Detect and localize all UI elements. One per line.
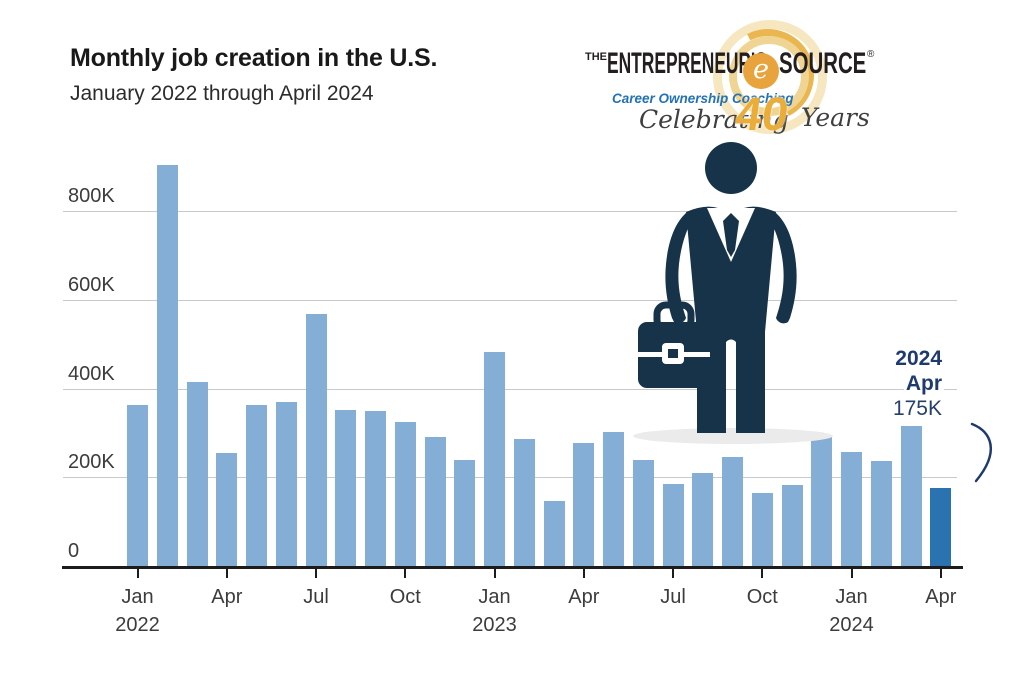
logo-celebrating: Celebrating	[639, 105, 789, 134]
briefcase-clasp-center	[668, 349, 678, 358]
bar-sep-2023	[722, 456, 743, 566]
logo-e-icon: e	[743, 53, 779, 89]
figure-torso	[686, 206, 776, 332]
x-tick-label-Jul: Jul	[303, 586, 329, 608]
logo-swirl-ring-icon	[713, 20, 827, 134]
annotation-arc	[970, 422, 993, 483]
logo-years: Years	[801, 103, 870, 132]
entrepreneurs-source-logo: THE ENTREPRENEUR'S e SOURCE ® Career Own…	[583, 17, 893, 142]
x-tick-Apr	[225, 566, 228, 578]
figure-right-arm	[770, 213, 797, 324]
briefcase-clasp	[662, 343, 684, 364]
bar-apr-2024	[930, 488, 952, 566]
y-tick-label-800K: 800K	[68, 185, 115, 207]
bar-feb-2024	[870, 461, 892, 566]
x-tick-Jul	[315, 566, 317, 578]
logo-tagline: Career Ownership Coaching	[612, 91, 794, 106]
logo-source: SOURCE	[779, 47, 867, 80]
bar-mar-2022	[186, 382, 208, 566]
figure-shirt	[707, 208, 755, 262]
x-tick-Apr	[582, 566, 585, 578]
x-tick-Oct	[761, 566, 764, 578]
figure-head	[705, 142, 757, 194]
bar-oct-2023	[751, 492, 773, 566]
logo-the: THE	[585, 51, 607, 63]
bar-apr-2022	[216, 453, 238, 566]
y-tick-label-200K: 200K	[68, 451, 115, 474]
x-tick-label-Apr: Apr	[925, 586, 957, 608]
bar-aug-2023	[692, 472, 714, 566]
bar-apr-2023	[573, 442, 595, 566]
gridline-200K	[63, 477, 957, 479]
bar-mar-2023	[543, 501, 565, 566]
y-tick-label-400K: 400K	[68, 362, 115, 385]
x-tick-label-Jan-2024: Jan 2024	[829, 586, 874, 636]
annotation-year: 2024	[893, 347, 944, 370]
x-tick-Jul	[672, 566, 674, 578]
briefcase-handle	[653, 301, 695, 333]
bar-dec-2022	[454, 459, 476, 566]
x-tick-label-Oct: Oct	[746, 586, 778, 608]
bar-oct-2022	[394, 422, 416, 566]
bar-jan-2023	[484, 352, 505, 566]
bar-may-2023	[603, 431, 624, 566]
gridline-800K	[63, 211, 957, 212]
x-tick-Apr	[939, 566, 942, 578]
bar-jan-2024	[841, 452, 862, 566]
x-tick-Jan-2024	[850, 566, 853, 578]
bar-sep-2022	[365, 410, 386, 566]
gridline-600K	[63, 299, 957, 301]
x-tick-label-Jan-2022: Jan 2022	[115, 586, 160, 636]
bar-jan-2022	[127, 404, 148, 566]
x-tick-Jan-2022	[136, 566, 139, 578]
figure-shadow	[633, 428, 833, 444]
x-tick-Oct	[404, 566, 407, 578]
figure-left-arm	[665, 213, 692, 324]
bar-aug-2022	[335, 409, 357, 566]
page-subtitle: January 2022 through April 2024	[70, 82, 374, 105]
bar-feb-2022	[156, 164, 178, 566]
x-axis-line	[62, 566, 963, 569]
bar-mar-2024	[900, 426, 922, 566]
bar-jun-2023	[632, 459, 654, 566]
briefcase-icon	[638, 322, 710, 388]
x-tick-label-Oct: Oct	[389, 586, 421, 608]
apr-2024-annotation: 2024 Apr 175K	[814, 347, 944, 422]
x-tick-label-Apr: Apr	[211, 586, 243, 608]
registered-mark: ®	[867, 49, 875, 60]
annotation-value: 175K	[890, 397, 944, 420]
briefcase-band	[638, 352, 710, 357]
x-tick-label-Jul: Jul	[660, 586, 686, 608]
bar-jul-2023	[662, 484, 684, 566]
gridline-400K	[63, 388, 957, 390]
y-tick-label-600K: 600K	[68, 273, 115, 296]
bar-dec-2023	[811, 437, 833, 566]
logo-entrepreneurs: ENTREPRENEUR'S	[607, 47, 767, 80]
figure-legs	[697, 330, 765, 433]
y-tick-label-0: 0	[68, 540, 80, 562]
page-title: Monthly job creation in the U.S.	[70, 44, 438, 72]
x-tick-label-Jan-2023: Jan 2023	[472, 586, 517, 636]
x-tick-Jan-2023	[493, 566, 496, 578]
bar-may-2022	[246, 404, 267, 566]
x-tick-label-Apr: Apr	[568, 586, 600, 608]
bar-jul-2022	[305, 314, 327, 566]
bar-nov-2022	[424, 437, 446, 566]
bar-nov-2023	[781, 485, 803, 566]
bar-feb-2023	[513, 438, 535, 566]
logo-swirl-inner-ring-icon	[729, 36, 809, 116]
annotation-month: Apr	[903, 372, 944, 395]
bar-jun-2022	[275, 401, 297, 566]
logo-forty: 40	[732, 87, 793, 140]
figure-tie	[723, 213, 739, 257]
